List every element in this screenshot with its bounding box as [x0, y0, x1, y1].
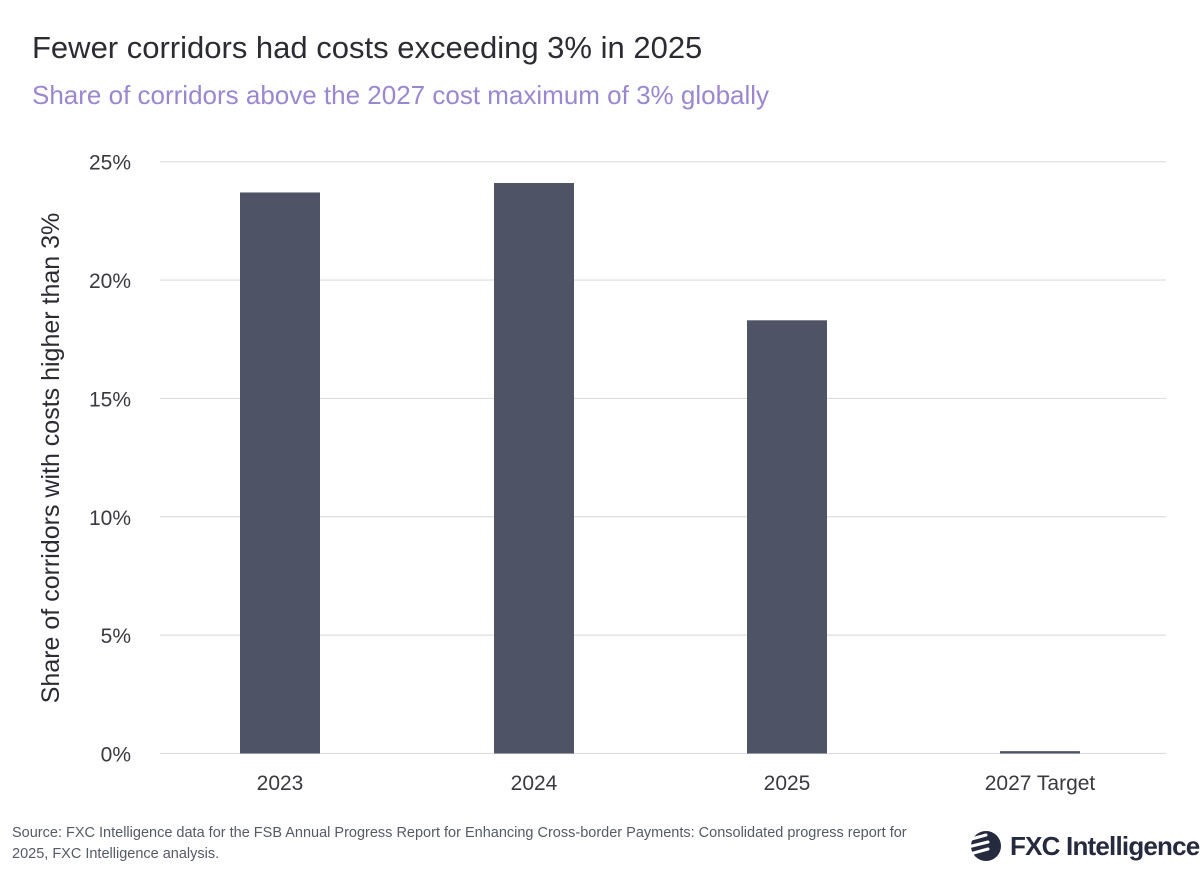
- chart-subtitle: Share of corridors above the 2027 cost m…: [32, 80, 770, 110]
- brand-logo: FXC Intelligence: [966, 828, 1200, 864]
- source-note: Source: FXC Intelligence data for the FS…: [12, 825, 907, 862]
- x-tick-label: 2025: [764, 772, 811, 795]
- y-tick-label: 25%: [89, 152, 131, 175]
- bar-chart: 0% 5% 10% 15% 20% 25% 2023 2024 2025 2027 Target…: [37, 152, 1166, 795]
- y-tick-label: 0%: [101, 744, 131, 767]
- bar-2024: [494, 183, 574, 754]
- chart-title: Fewer corridors had costs exceeding 3% i…: [32, 30, 703, 65]
- x-tick-label: 2024: [511, 772, 558, 795]
- bar-2027-target: [1000, 751, 1080, 754]
- y-tick-label: 10%: [89, 507, 131, 530]
- y-axis-label: Share of corridors with costs higher tha…: [37, 213, 65, 704]
- x-tick-label: 2023: [257, 772, 304, 795]
- bar-2025: [747, 320, 827, 754]
- bar-2023: [240, 192, 320, 754]
- y-tick-label: 15%: [89, 388, 131, 411]
- x-tick-label: 2027 Target: [985, 772, 1096, 795]
- fxc-logo-icon: [966, 831, 1001, 861]
- y-tick-label: 20%: [89, 270, 131, 293]
- y-tick-label: 5%: [101, 625, 131, 648]
- logo-text: FXC Intelligence: [1010, 830, 1200, 861]
